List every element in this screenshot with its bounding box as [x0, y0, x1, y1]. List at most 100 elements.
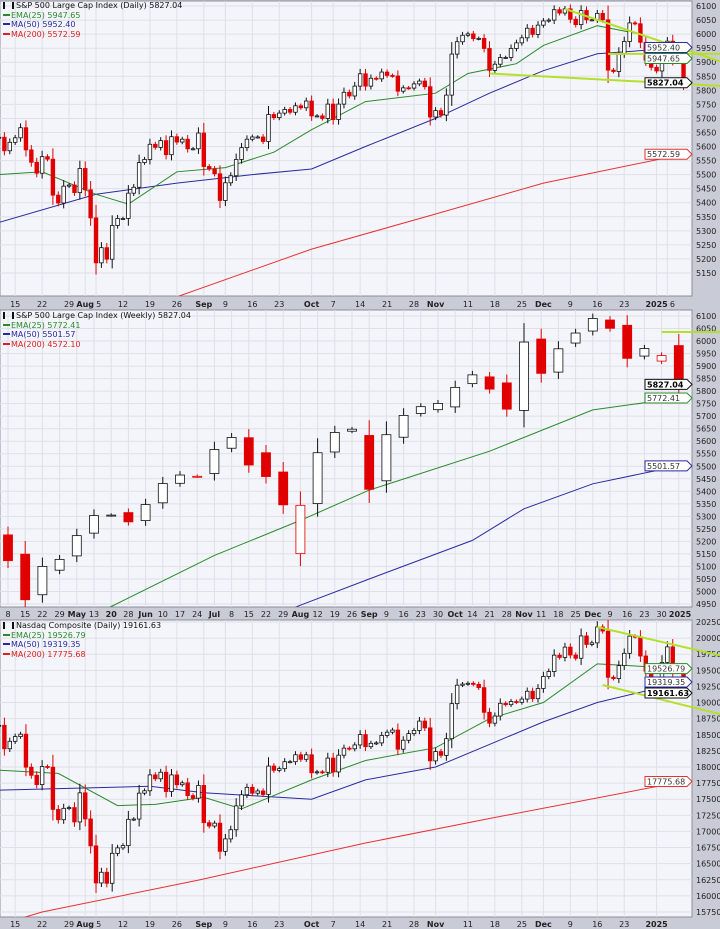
y-tick-label: 20250: [696, 618, 720, 627]
y-tick-label: 17000: [696, 827, 720, 836]
candle-body: [37, 566, 48, 596]
legend-ema: EMA(25) 5947.65: [3, 11, 182, 21]
trend-line: [597, 626, 720, 657]
candle-body: [525, 690, 530, 700]
candle-body: [330, 103, 336, 120]
candle: [278, 462, 289, 514]
ma50-swatch-icon: [3, 23, 10, 25]
legend-ma200: MA(200) 17775.68: [3, 650, 161, 660]
legend-ma50: MA(50) 5952.40: [3, 20, 182, 30]
candle-body: [347, 747, 352, 750]
y-tick-label: 5350: [696, 500, 716, 509]
candle-body: [295, 504, 306, 555]
y-tick-label: 5450: [696, 475, 716, 484]
candle-body: [573, 654, 578, 659]
candle-body: [12, 137, 18, 143]
candle-body: [29, 766, 34, 776]
candle: [411, 81, 417, 91]
candle: [411, 727, 417, 736]
candle: [525, 24, 530, 42]
candle: [29, 145, 34, 167]
x-tick-label: 15: [10, 920, 20, 929]
candle: [352, 742, 357, 752]
candle-body: [277, 112, 282, 118]
candle: [573, 652, 578, 661]
candle: [201, 774, 207, 833]
candle: [390, 73, 395, 78]
y-tick-label: 5550: [696, 157, 716, 166]
candle: [508, 44, 514, 62]
candle-body: [570, 332, 581, 344]
candle-body: [514, 701, 519, 703]
y-tick-label: 5500: [696, 171, 716, 180]
candle: [374, 740, 379, 746]
legend-ma50: MA(50) 19319.35: [3, 640, 161, 650]
candle: [384, 69, 390, 78]
candle-body: [140, 504, 151, 522]
candle-body: [250, 136, 255, 140]
candle: [368, 74, 374, 90]
legend-ema: EMA(25) 5772.41: [3, 321, 191, 331]
candle: [605, 316, 615, 332]
candle: [50, 754, 56, 821]
x-tick-label: 9: [568, 920, 573, 929]
candle: [454, 36, 460, 59]
x-tick-label: 11: [536, 610, 546, 619]
x-tick-label: 23: [619, 300, 629, 309]
candle-body: [287, 109, 293, 113]
candle: [639, 344, 650, 360]
candle-body: [158, 771, 163, 780]
candle-body: [12, 736, 18, 742]
candle: [174, 133, 180, 145]
candle-body: [115, 218, 120, 226]
ema-swatch-icon: [3, 323, 10, 326]
candle-body: [638, 636, 643, 657]
candle: [352, 81, 357, 100]
value-label-box: [644, 775, 693, 787]
candle-body: [536, 338, 547, 374]
x-tick-label: Sep: [361, 610, 378, 619]
x-tick-label: 6: [670, 300, 675, 309]
y-tick-label: 5850: [696, 375, 716, 384]
candle-body: [180, 138, 185, 143]
candle: [196, 780, 201, 803]
candle: [632, 20, 638, 26]
candle: [551, 5, 557, 25]
y-tick-label: 5850: [696, 72, 716, 81]
candle-body: [487, 48, 492, 71]
candle: [20, 540, 31, 607]
candle-body: [467, 374, 478, 385]
candle: [244, 135, 250, 152]
candle: [347, 746, 352, 751]
candle-body: [223, 182, 228, 201]
candle-body: [347, 428, 357, 432]
x-tick-label: Aug: [76, 300, 94, 309]
x-tick-label: Jun: [137, 610, 153, 619]
value-label-box: [644, 663, 693, 675]
candle-body: [192, 475, 203, 478]
x-tick-label: 26: [347, 610, 357, 619]
candle: [611, 675, 616, 681]
ma200-line: [177, 153, 684, 296]
candle-body: [66, 184, 72, 187]
x-tick-label: Oct: [304, 920, 320, 929]
candle: [250, 134, 255, 142]
x-tick-label: 15: [20, 610, 30, 619]
candle-body: [433, 110, 438, 118]
candle: [23, 724, 29, 777]
candle-body: [352, 744, 357, 750]
candle: [551, 649, 557, 677]
candle-body: [557, 654, 562, 658]
x-tick-label: Dec: [535, 920, 552, 929]
value-label-box: [644, 460, 693, 472]
candle: [546, 18, 551, 23]
value-label-text: 5501.57: [647, 462, 680, 471]
candle: [115, 214, 120, 229]
value-label-text: 5827.04: [647, 79, 684, 88]
candle-body: [120, 218, 126, 220]
candle: [309, 748, 314, 779]
candle-body: [142, 159, 147, 163]
plot-content: [3, 313, 684, 607]
candle-body: [266, 765, 271, 795]
value-label-ema: 19526.79: [644, 663, 693, 675]
